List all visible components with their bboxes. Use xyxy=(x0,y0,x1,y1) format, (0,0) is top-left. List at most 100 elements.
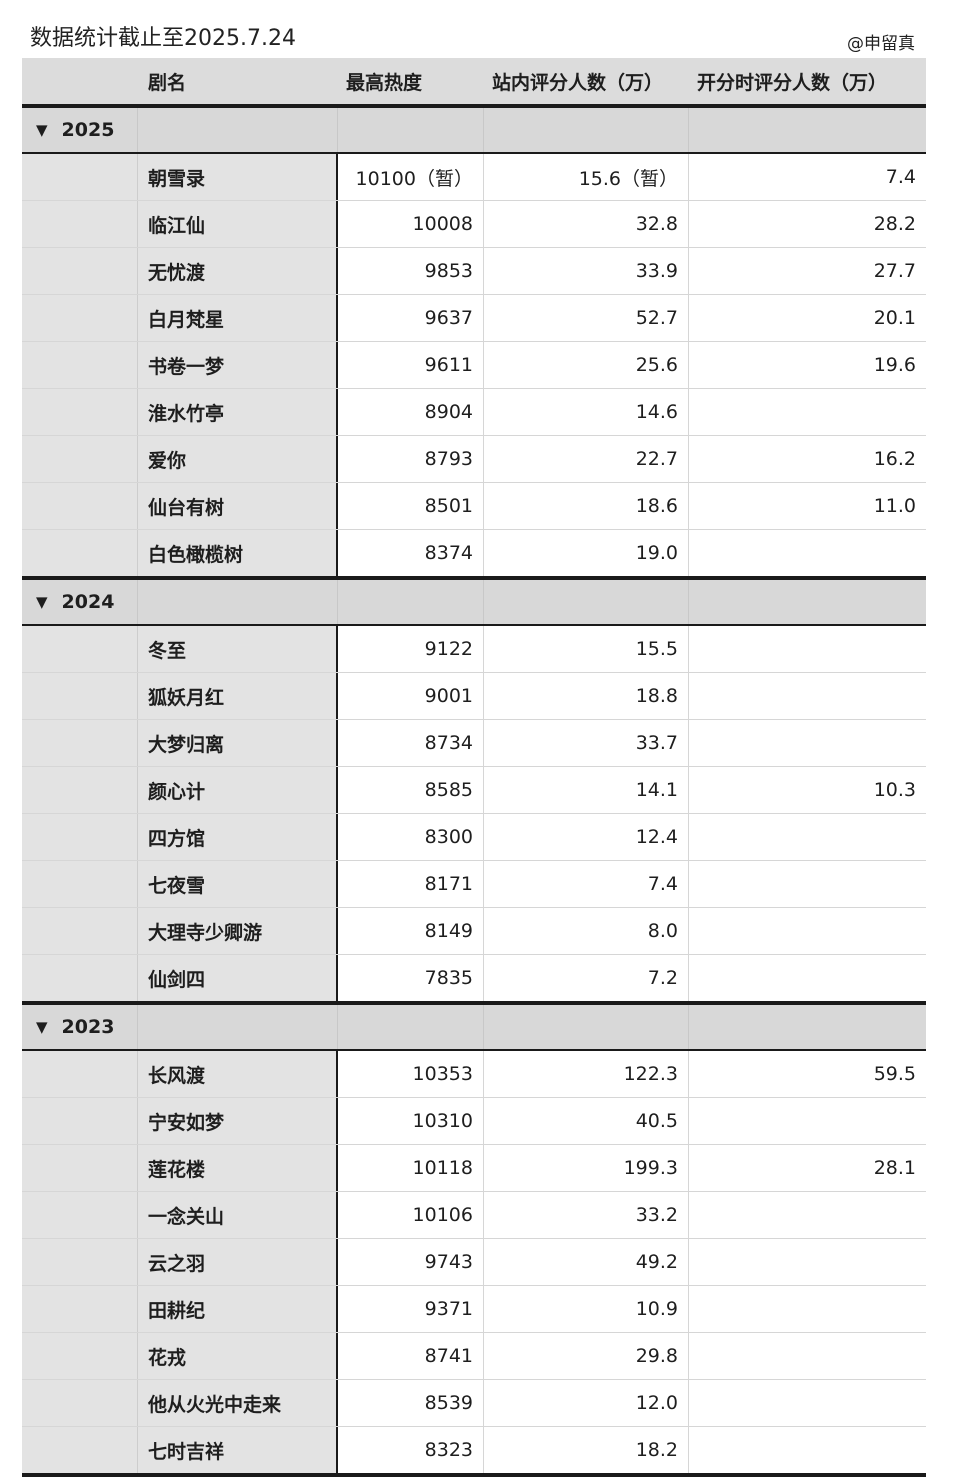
opening-raters-cell xyxy=(689,720,926,766)
peak-heat-cell: 9743 xyxy=(338,1239,484,1285)
row-blank-cell xyxy=(22,1145,138,1191)
peak-heat-cell: 8585 xyxy=(338,767,484,813)
group-blank-cell xyxy=(138,580,338,624)
row-blank-cell xyxy=(22,1239,138,1285)
table-row: 无忧渡 9853 33.9 27.7 xyxy=(22,248,926,295)
drama-name-cell: 爱你 xyxy=(138,436,338,482)
site-raters-cell: 52.7 xyxy=(484,295,689,341)
site-raters-cell: 33.9 xyxy=(484,248,689,294)
table-row: 大梦归离 8734 33.7 xyxy=(22,720,926,767)
group-toggle[interactable]: ▼ 2023 xyxy=(22,1005,138,1049)
opening-raters-cell xyxy=(689,814,926,860)
drama-name-cell: 白月梵星 xyxy=(138,295,338,341)
opening-raters-cell xyxy=(689,1427,926,1473)
table-row: 仙剑四 7835 7.2 xyxy=(22,955,926,1005)
group-blank-cell xyxy=(484,580,689,624)
site-raters-cell: 32.8 xyxy=(484,201,689,247)
row-blank-cell xyxy=(22,483,138,529)
table-body: ▼ 2025 朝雪录 10100（暂） 15.6（暂） 7.4 临江仙 10008 32.8 28… xyxy=(22,108,926,1477)
opening-raters-cell xyxy=(689,1333,926,1379)
table-row: 他从火光中走来 8539 12.0 xyxy=(22,1380,926,1427)
peak-heat-cell: 9122 xyxy=(338,626,484,672)
drama-name-cell: 大梦归离 xyxy=(138,720,338,766)
peak-heat-cell: 8171 xyxy=(338,861,484,907)
opening-raters-cell: 19.6 xyxy=(689,342,926,388)
peak-heat-cell: 8904 xyxy=(338,389,484,435)
peak-heat-cell: 10008 xyxy=(338,201,484,247)
triangle-down-icon[interactable]: ▼ xyxy=(36,1018,48,1036)
header-peak-heat: 最高热度 xyxy=(338,58,484,104)
drama-name-cell: 田耕纪 xyxy=(138,1286,338,1332)
author-handle: @申留真 xyxy=(847,34,915,54)
table-row: 淮水竹亭 8904 14.6 xyxy=(22,389,926,436)
peak-heat-cell: 9371 xyxy=(338,1286,484,1332)
opening-raters-cell: 20.1 xyxy=(689,295,926,341)
peak-heat-cell: 10100（暂） xyxy=(338,154,484,200)
drama-name-cell: 冬至 xyxy=(138,626,338,672)
table-row: 朝雪录 10100（暂） 15.6（暂） 7.4 xyxy=(22,154,926,201)
peak-heat-cell: 10310 xyxy=(338,1098,484,1144)
site-raters-cell: 8.0 xyxy=(484,908,689,954)
site-raters-cell: 18.6 xyxy=(484,483,689,529)
row-blank-cell xyxy=(22,673,138,719)
group-header-2024[interactable]: ▼ 2024 xyxy=(22,580,926,626)
site-raters-cell: 29.8 xyxy=(484,1333,689,1379)
drama-name-cell: 仙剑四 xyxy=(138,955,338,1001)
group-blank-cell xyxy=(484,1005,689,1049)
table-row: 一念关山 10106 33.2 xyxy=(22,1192,926,1239)
group-year: 2025 xyxy=(61,119,115,141)
group-toggle[interactable]: ▼ 2025 xyxy=(22,108,138,152)
site-raters-cell: 199.3 xyxy=(484,1145,689,1191)
row-blank-cell xyxy=(22,1333,138,1379)
peak-heat-cell: 8793 xyxy=(338,436,484,482)
opening-raters-cell: 27.7 xyxy=(689,248,926,294)
drama-name-cell: 书卷一梦 xyxy=(138,342,338,388)
opening-raters-cell xyxy=(689,908,926,954)
peak-heat-cell: 8539 xyxy=(338,1380,484,1426)
drama-name-cell: 长风渡 xyxy=(138,1051,338,1097)
table-row: 七夜雪 8171 7.4 xyxy=(22,861,926,908)
group-header-2025[interactable]: ▼ 2025 xyxy=(22,108,926,154)
group-header-2023[interactable]: ▼ 2023 xyxy=(22,1005,926,1051)
site-raters-cell: 10.9 xyxy=(484,1286,689,1332)
row-blank-cell xyxy=(22,154,138,200)
row-blank-cell xyxy=(22,530,138,576)
group-blank-cell xyxy=(689,580,926,624)
table-row: 云之羽 9743 49.2 xyxy=(22,1239,926,1286)
site-raters-cell: 12.0 xyxy=(484,1380,689,1426)
peak-heat-cell: 10106 xyxy=(338,1192,484,1238)
drama-name-cell: 莲花楼 xyxy=(138,1145,338,1191)
table-row: 爱你 8793 22.7 16.2 xyxy=(22,436,926,483)
table-row: 仙台有树 8501 18.6 11.0 xyxy=(22,483,926,530)
group-blank-cell xyxy=(484,108,689,152)
header-blank-cell xyxy=(22,58,138,104)
row-blank-cell xyxy=(22,389,138,435)
row-blank-cell xyxy=(22,1098,138,1144)
opening-raters-cell: 28.2 xyxy=(689,201,926,247)
table-row: 田耕纪 9371 10.9 xyxy=(22,1286,926,1333)
site-raters-cell: 33.2 xyxy=(484,1192,689,1238)
triangle-down-icon[interactable]: ▼ xyxy=(36,593,48,611)
peak-heat-cell: 8300 xyxy=(338,814,484,860)
opening-raters-cell: 11.0 xyxy=(689,483,926,529)
group-blank-cell xyxy=(338,580,484,624)
drama-name-cell: 无忧渡 xyxy=(138,248,338,294)
peak-heat-cell: 9611 xyxy=(338,342,484,388)
group-blank-cell xyxy=(689,1005,926,1049)
opening-raters-cell xyxy=(689,389,926,435)
row-blank-cell xyxy=(22,1427,138,1473)
triangle-down-icon[interactable]: ▼ xyxy=(36,121,48,139)
site-raters-cell: 22.7 xyxy=(484,436,689,482)
site-raters-cell: 19.0 xyxy=(484,530,689,576)
site-raters-cell: 33.7 xyxy=(484,720,689,766)
row-blank-cell xyxy=(22,1286,138,1332)
group-toggle[interactable]: ▼ 2024 xyxy=(22,580,138,624)
table-row: 四方馆 8300 12.4 xyxy=(22,814,926,861)
peak-heat-cell: 10353 xyxy=(338,1051,484,1097)
row-blank-cell xyxy=(22,201,138,247)
table-header-row: 剧名 最高热度 站内评分人数（万） 开分时评分人数（万） xyxy=(22,58,926,108)
row-blank-cell xyxy=(22,295,138,341)
peak-heat-cell: 8374 xyxy=(338,530,484,576)
page-title: 数据统计截止至2025.7.24 xyxy=(30,26,296,51)
opening-raters-cell: 59.5 xyxy=(689,1051,926,1097)
